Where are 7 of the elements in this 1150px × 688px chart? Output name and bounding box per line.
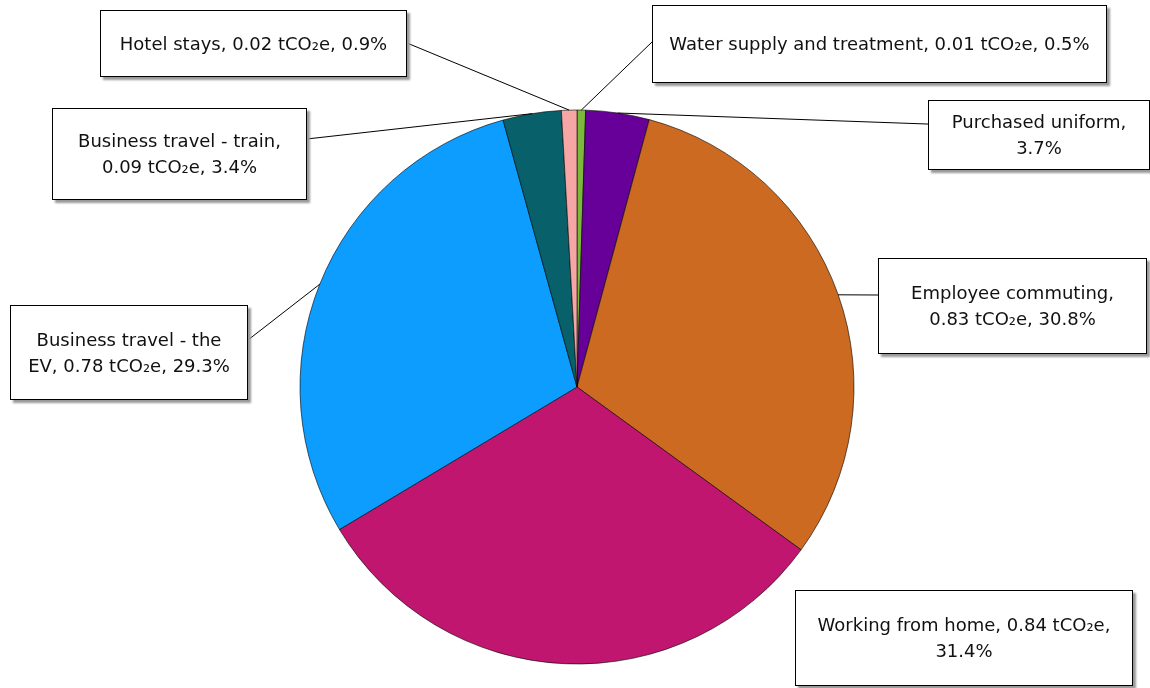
- slice-label: Hotel stays, 0.02 tCO₂e, 0.9%: [119, 31, 388, 56]
- slice-label: Working from home, 0.84 tCO₂e, 31.4%: [816, 613, 1112, 663]
- slice-label: Purchased uniform, 3.7%: [950, 110, 1128, 160]
- slice-label: Water supply and treatment, 0.01 tCO₂e, 0.5%: [669, 32, 1090, 56]
- legend-label: Employee commuting, 0.83 tCO₂e, 30.8%: [910, 281, 1115, 331]
- slice-label: Business travel - train, 0.09 tCO₂e, 3.4%: [77, 129, 282, 179]
- slice-label: Business travel - the EV, 0.78 tCO₂e, 29.3%: [27, 327, 231, 378]
